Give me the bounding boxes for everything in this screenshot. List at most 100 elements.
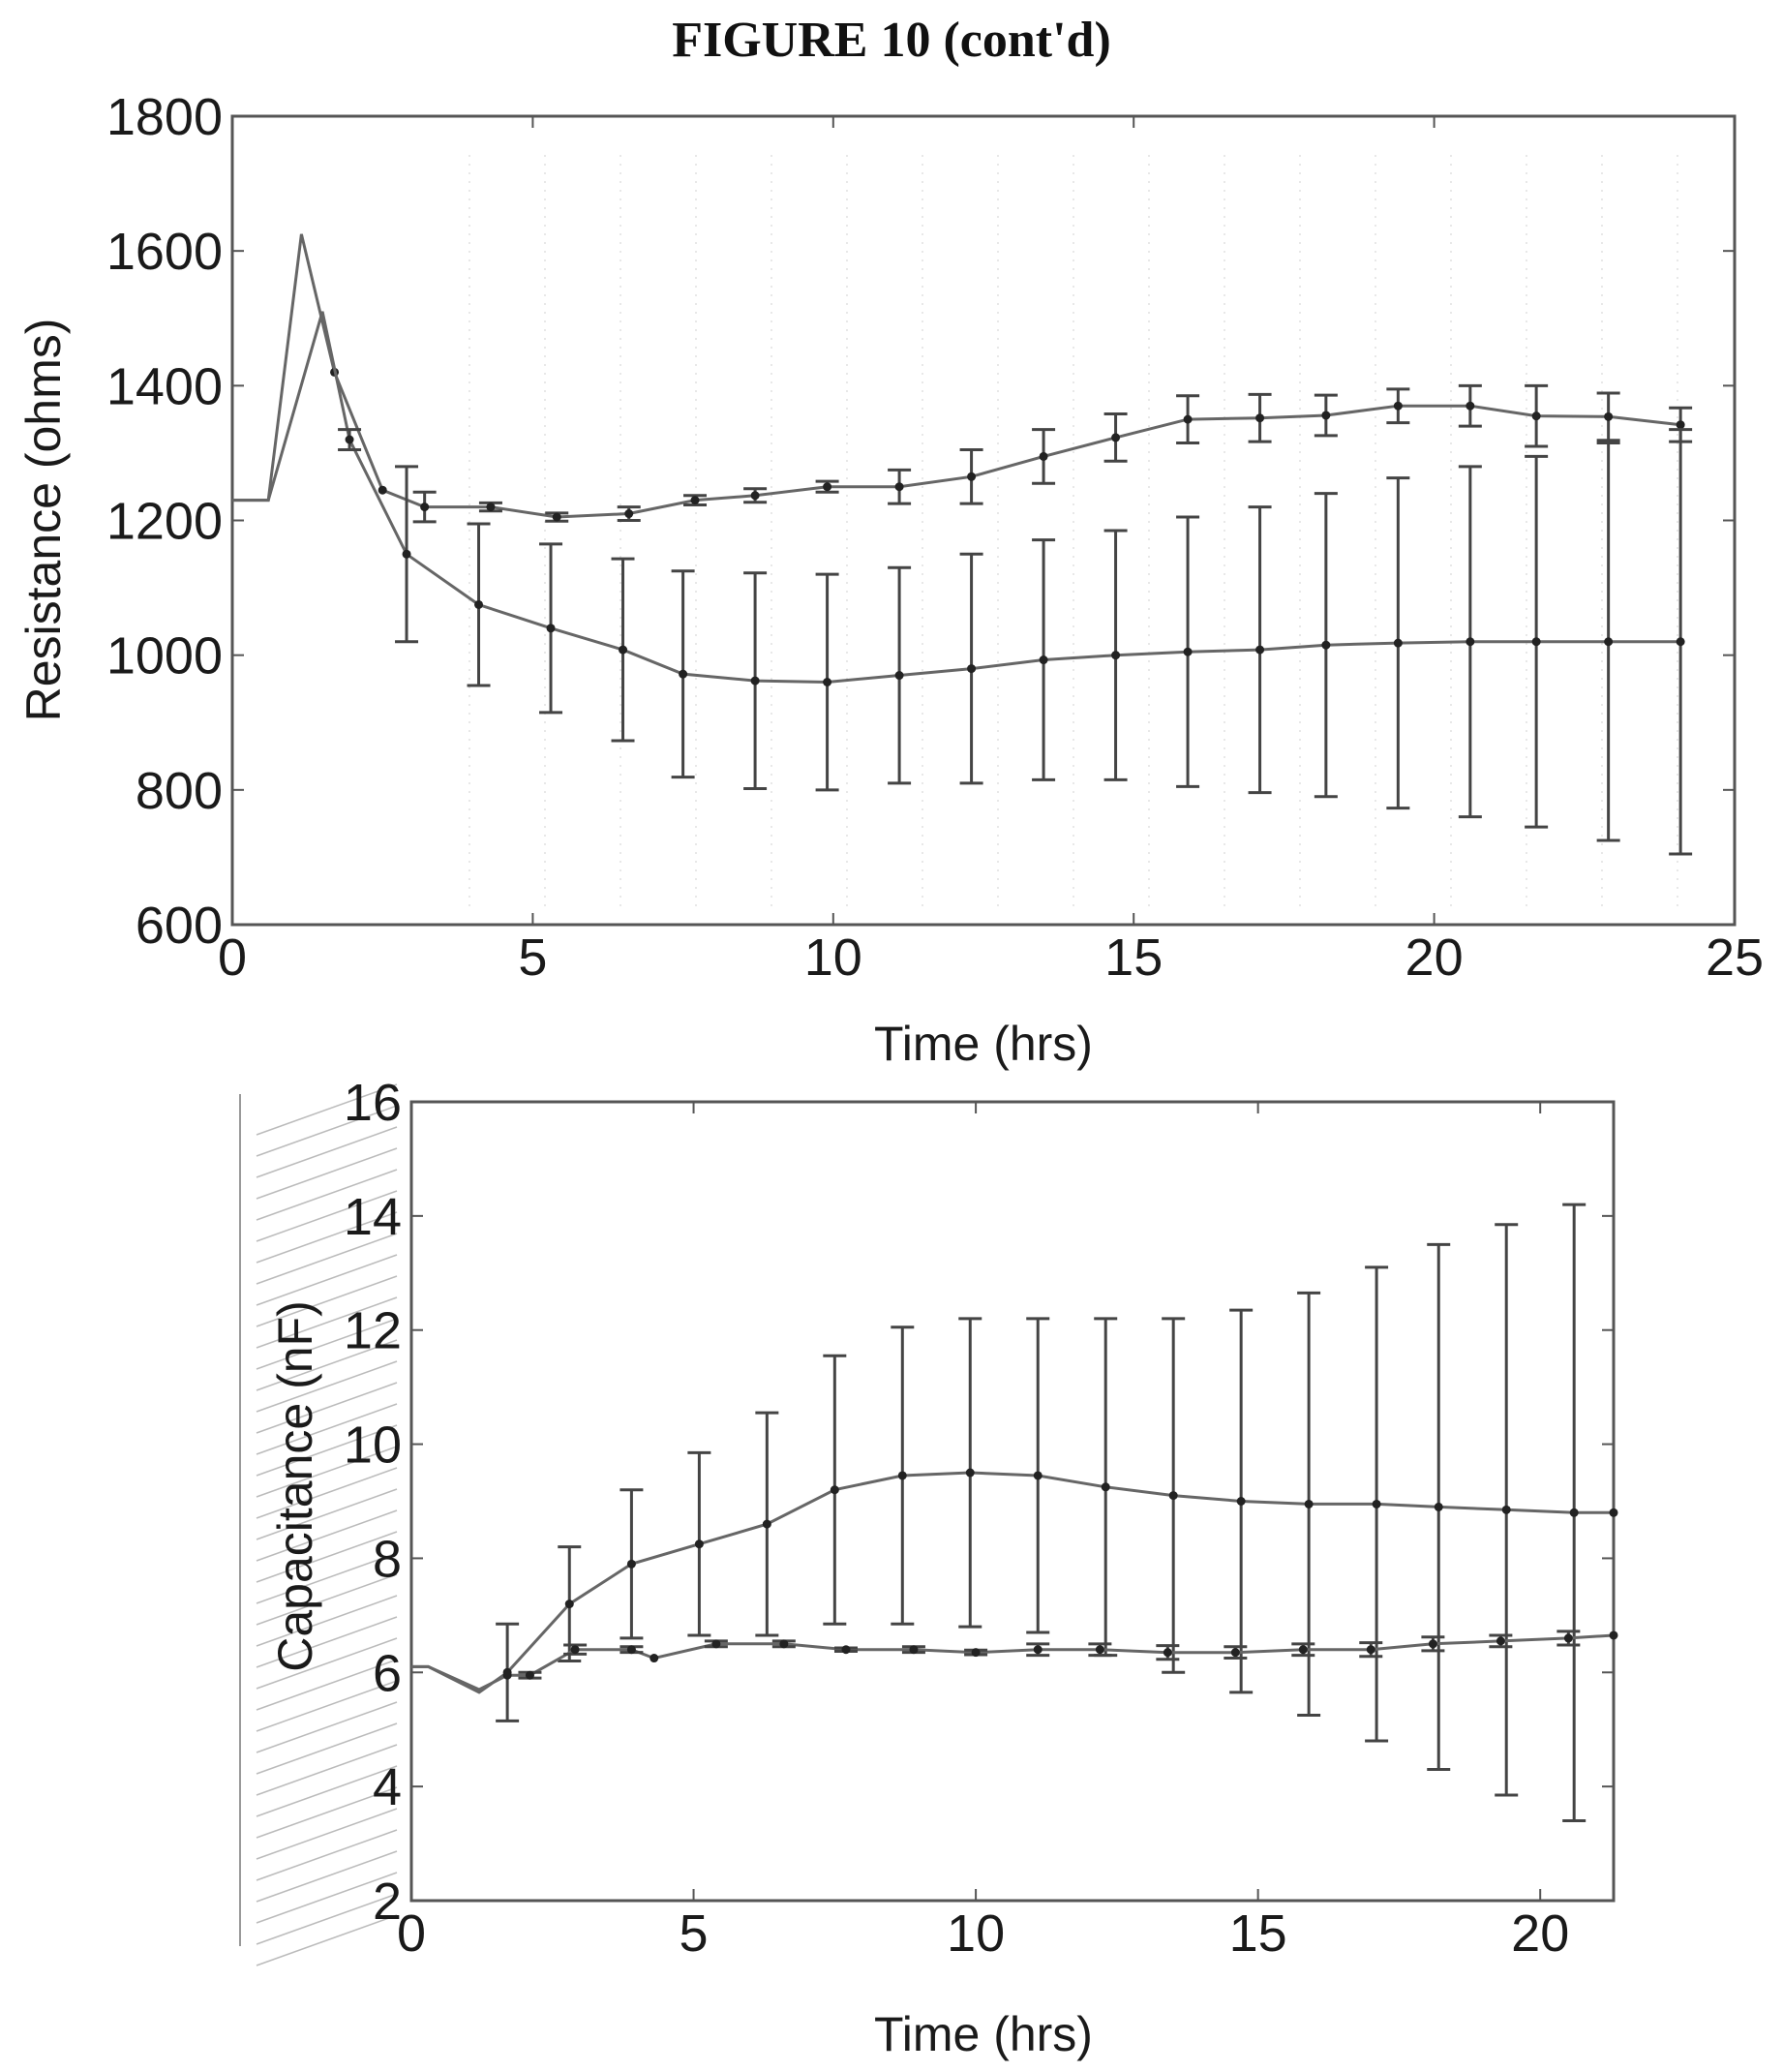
resistance-series-1-point	[690, 496, 700, 505]
resistance-series-2-point	[967, 664, 977, 674]
capacitance-hatched-margin	[239, 1083, 398, 1966]
capacitance-series-1-point	[694, 1539, 704, 1549]
capacitance-series-2-point	[1496, 1636, 1505, 1646]
capacitance-hatch-line	[256, 1509, 398, 1562]
capacitance-series-2-point	[1609, 1630, 1618, 1640]
capacitance-hatch-line	[256, 1275, 398, 1327]
capacitance-y-tick-label: 10	[344, 1417, 402, 1475]
capacitance-series-2-point	[1033, 1645, 1043, 1655]
resistance-series-2-point	[474, 599, 484, 609]
resistance-series-1-point	[894, 482, 904, 492]
capacitance-series-1-point	[1501, 1505, 1511, 1514]
resistance-series-1-point	[1676, 420, 1685, 430]
capacitance-series-1-point	[1236, 1497, 1246, 1506]
resistance-x-tick-label: 20	[1405, 929, 1464, 987]
capacitance-hatch-line	[256, 1446, 398, 1498]
capacitance-y-tick-label: 16	[344, 1074, 402, 1132]
capacitance-y-tick-label: 12	[344, 1302, 402, 1360]
capacitance-series-2-point	[711, 1639, 721, 1649]
resistance-x-tick-label: 5	[518, 929, 547, 987]
capacitance-series-2-point	[1366, 1645, 1375, 1655]
capacitance-hatch-line	[256, 1595, 398, 1647]
capacitance-series-2-point	[971, 1648, 981, 1658]
capacitance-hatch-line	[256, 1169, 398, 1221]
capacitance-series-1-point	[564, 1600, 574, 1609]
capacitance-series-2-point	[570, 1645, 580, 1655]
capacitance-hatch-line	[256, 1083, 398, 1136]
capacitance-hatch-line	[256, 1211, 398, 1264]
capacitance-hatch-line	[256, 1382, 398, 1434]
capacitance-hatch-line	[256, 1808, 398, 1860]
capacitance-hatch-line	[256, 1701, 398, 1753]
capacitance-hatch-line	[256, 1424, 398, 1477]
capacitance-series-2-point	[650, 1654, 659, 1663]
resistance-y-tick-label: 1200	[106, 493, 223, 551]
capacitance-series-1-point	[1609, 1508, 1618, 1517]
capacitance-x-tick-label: 15	[1229, 1904, 1287, 1963]
capacitance-series-2-point	[1563, 1633, 1573, 1643]
capacitance-x-tick-label: 10	[947, 1904, 1005, 1963]
resistance-series-2-point	[619, 645, 628, 655]
capacitance-hatch-line	[256, 1147, 398, 1200]
capacitance-hatch-line	[256, 1893, 398, 1945]
capacitance-hatch-line	[256, 1126, 398, 1178]
resistance-series-1-point	[1111, 433, 1121, 442]
resistance-y-tick-label: 1400	[106, 357, 223, 415]
capacitance-hatch-line	[256, 1318, 398, 1370]
capacitance-y-tick-label: 8	[373, 1530, 402, 1588]
capacitance-hatch-line	[256, 1190, 398, 1242]
resistance-series-2-point	[1393, 638, 1403, 648]
resistance-y-axis-label: Resistance (ohms)	[16, 319, 71, 722]
capacitance-x-tick-label: 20	[1511, 1904, 1569, 1963]
capacitance-hatch-line	[256, 1616, 398, 1668]
capacitance-hatch-line	[256, 1914, 398, 1966]
capacitance-hatch-line	[256, 1360, 398, 1413]
resistance-series-1-point	[1183, 414, 1193, 424]
capacitance-hatch-line	[256, 1573, 398, 1626]
capacitance-hatch-line	[256, 1403, 398, 1455]
resistance-ticks: 0 5 10 15 20 25 600 800 1000 1200 1400 1600 1800	[106, 88, 1764, 987]
resistance-series-2-point	[1531, 637, 1541, 647]
capacitance-hatch-line	[256, 1254, 398, 1306]
capacitance-series-2-point	[1428, 1639, 1437, 1649]
capacitance-series-1-point	[1569, 1508, 1579, 1517]
resistance-chart: 0 5 10 15 20 25 600 800 1000 1200 1400 1600 1800 Tim…	[16, 88, 1764, 1071]
resistance-series-2-point	[1676, 637, 1685, 647]
capacitance-series-2-point	[1230, 1648, 1240, 1658]
resistance-series-1-point	[967, 472, 977, 481]
resistance-series-2-point	[1466, 637, 1475, 647]
capacitance-hatch-line	[256, 1637, 398, 1690]
resistance-x-tick-label: 0	[218, 929, 247, 987]
resistance-series-1-point	[378, 485, 387, 495]
resistance-series-2-point	[679, 669, 688, 679]
capacitance-series	[411, 1203, 1618, 1822]
capacitance-hatch-line	[256, 1339, 398, 1391]
capacitance-chart: 0 5 10 15 20 2 4 6 8 10 12 14 16 Time (hrs) Capacita…	[239, 1074, 1618, 2061]
resistance-series-1-point	[552, 512, 561, 522]
capacitance-series-1-point	[1434, 1502, 1443, 1511]
capacitance-series-1-line	[411, 1471, 1614, 1694]
capacitance-hatch-line	[256, 1872, 398, 1924]
resistance-series-2-point	[402, 549, 411, 559]
resistance-y-tick-label: 1000	[106, 627, 223, 686]
capacitance-y-tick-label: 4	[373, 1758, 402, 1816]
resistance-series-1-point	[1255, 413, 1265, 423]
capacitance-series-1-point	[1168, 1491, 1178, 1501]
capacitance-y-tick-label: 6	[373, 1644, 402, 1702]
resistance-series-2-point	[1255, 645, 1265, 655]
resistance-series-1-point	[1531, 411, 1541, 421]
capacitance-hatch-line	[256, 1680, 398, 1732]
resistance-x-tick-label: 15	[1104, 929, 1163, 987]
resistance-series-2-point	[1604, 637, 1614, 647]
capacitance-hatch-line	[256, 1105, 398, 1157]
capacitance-series-2-point	[779, 1639, 789, 1649]
resistance-series-2-line	[232, 311, 1681, 685]
capacitance-hatch-line	[256, 1850, 398, 1903]
capacitance-y-tick-label: 14	[344, 1188, 402, 1246]
resistance-series-1-point	[624, 509, 634, 519]
resistance-series-2-point	[750, 676, 760, 686]
capacitance-series-1-point	[965, 1468, 975, 1478]
capacitance-x-tick-label: 5	[680, 1904, 709, 1963]
capacitance-hatch-line	[256, 1786, 398, 1839]
